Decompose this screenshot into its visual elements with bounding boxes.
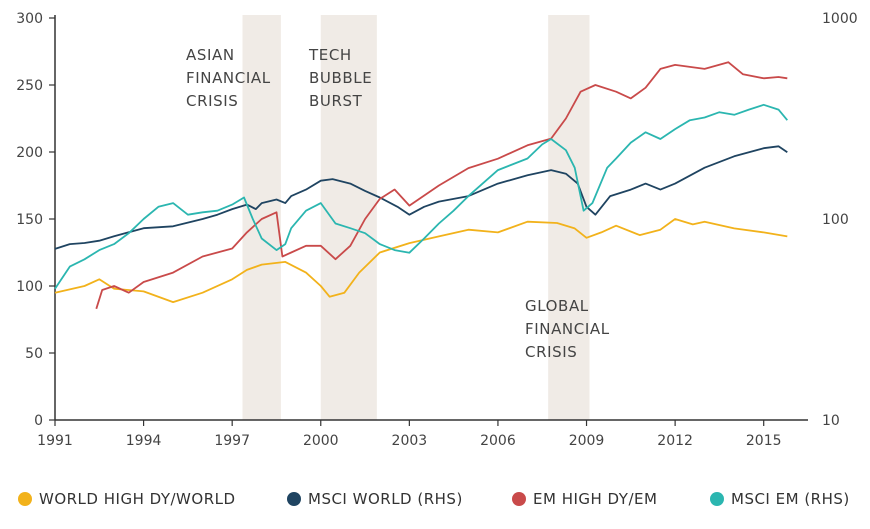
legend-label: MSCI WORLD (RHS) xyxy=(308,490,463,508)
annotation-line: TECH xyxy=(308,46,352,64)
x-tick-label: 1997 xyxy=(214,433,250,449)
y-left-tick-label: 200 xyxy=(16,145,43,161)
axes xyxy=(49,15,808,426)
legend-label: EM HIGH DY/EM xyxy=(533,490,658,508)
y-left-tick-label: 0 xyxy=(34,413,43,429)
annotations: ASIAN FINANCIAL CRISIS TECH BUBBLE BURST GLOBA… xyxy=(186,46,610,361)
legend-swatch xyxy=(287,492,301,506)
legend-label: WORLD HIGH DY/WORLD xyxy=(39,490,236,508)
legend-item-msci-world: MSCI WORLD (RHS) xyxy=(287,490,463,508)
y-left-tick-label: 50 xyxy=(25,346,43,362)
chart: 1991 1994 1997 2000 2003 2006 2009 2012 2015 0 50 1… xyxy=(16,11,857,449)
y-left-tick-label: 100 xyxy=(16,279,43,295)
y-right-tick-label: 100 xyxy=(822,212,849,228)
y-right-tick-label: 1000 xyxy=(822,11,858,27)
legend-label: MSCI EM (RHS) xyxy=(731,490,850,508)
x-tick-label: 2006 xyxy=(480,433,516,449)
legend-item-msci-em: MSCI EM (RHS) xyxy=(710,490,850,508)
annotation-line: GLOBAL xyxy=(525,297,589,315)
legend-swatch xyxy=(512,492,526,506)
annotation-line: BUBBLE xyxy=(309,69,372,87)
annotation-line: FINANCIAL xyxy=(525,320,610,338)
line-chart: 1991 1994 1997 2000 2003 2006 2009 2012 2015 0 50 1… xyxy=(16,11,857,449)
x-tick-label: 2015 xyxy=(746,433,782,449)
shaded-periods xyxy=(242,15,590,420)
shaded-period-2 xyxy=(548,15,590,420)
series-line-3 xyxy=(54,103,788,290)
x-tick-label: 1994 xyxy=(126,433,162,449)
x-tick-label: 2012 xyxy=(657,433,693,449)
series-line-0 xyxy=(54,218,788,303)
annotation-line: CRISIS xyxy=(186,92,238,110)
y-left-tick-label: 300 xyxy=(16,11,43,27)
y-right-tick-label: 10 xyxy=(822,413,840,429)
legend-item-world-high-dy: WORLD HIGH DY/WORLD xyxy=(18,490,236,508)
tick-labels: 1991 1994 1997 2000 2003 2006 2009 2012 2015 0 50 1… xyxy=(16,11,857,449)
legend-swatch xyxy=(18,492,32,506)
x-tick-label: 2003 xyxy=(392,433,428,449)
legend-swatch xyxy=(710,492,724,506)
annotation-line: ASIAN xyxy=(186,46,235,64)
legend: WORLD HIGH DY/WORLD MSCI WORLD (RHS) EM … xyxy=(0,490,870,520)
series-lines xyxy=(54,61,788,310)
annotation-line: FINANCIAL xyxy=(186,69,271,87)
annotation-line: CRISIS xyxy=(525,343,577,361)
y-left-tick-label: 150 xyxy=(16,212,43,228)
x-tick-label: 1991 xyxy=(37,433,73,449)
x-tick-label: 2009 xyxy=(569,433,605,449)
x-tick-label: 2000 xyxy=(303,433,339,449)
series-line-2 xyxy=(95,61,788,310)
legend-item-em-high-dy: EM HIGH DY/EM xyxy=(512,490,657,508)
y-left-tick-label: 250 xyxy=(16,78,43,94)
annotation-line: BURST xyxy=(309,92,363,110)
shaded-period-0 xyxy=(242,15,281,420)
series-line-1 xyxy=(54,145,788,250)
